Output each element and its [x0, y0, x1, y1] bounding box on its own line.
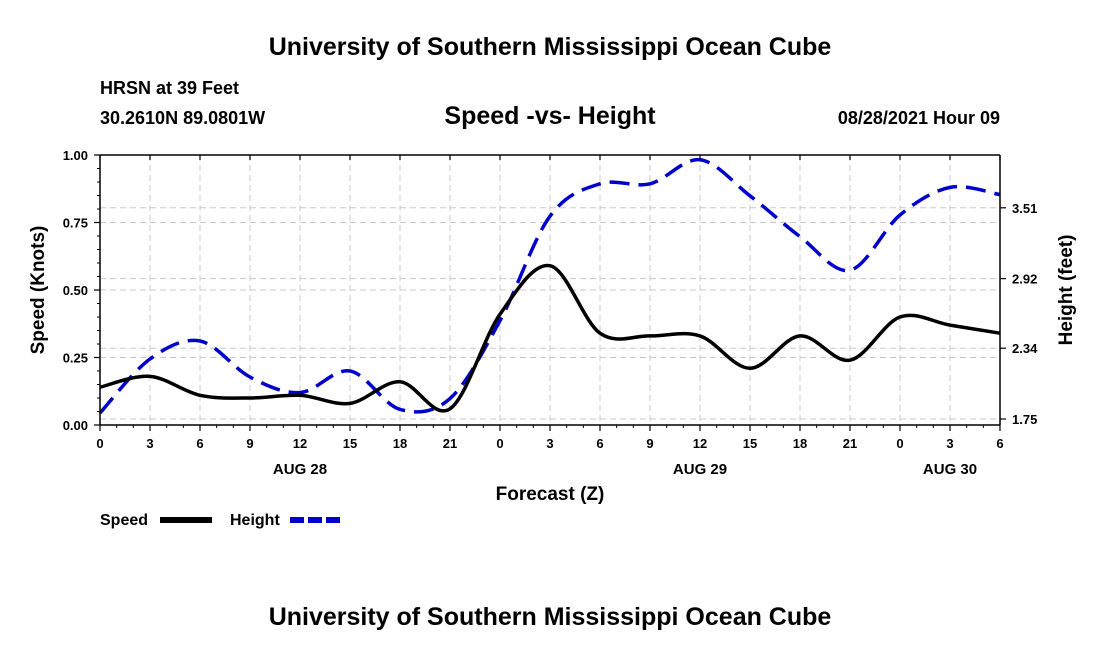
x-tick-label: 3 [946, 436, 953, 451]
day-label: AUG 29 [673, 461, 727, 478]
y2-tick-label: 1.75 [1012, 412, 1037, 427]
y-tick-label: 1.00 [63, 148, 88, 163]
x-tick-label: 21 [443, 436, 457, 451]
day-label: AUG 28 [273, 461, 327, 478]
x-tick-label: 0 [496, 436, 503, 451]
series-lines [98, 158, 1001, 415]
y2-tick-label: 2.34 [1012, 341, 1038, 356]
x-tick-label: 6 [196, 436, 203, 451]
station-coords: 30.2610N 89.0801W [100, 108, 265, 128]
page-title-bottom: University of Southern Mississippi Ocean… [269, 603, 832, 631]
x-tick-label: 18 [393, 436, 407, 451]
chart-title: Speed -vs- Height [444, 102, 656, 130]
grid-lines [100, 155, 1000, 425]
y2-tick-label: 2.92 [1012, 272, 1037, 287]
y-tick-label: 0.25 [63, 351, 88, 366]
y2-tick-label: 3.51 [1012, 201, 1037, 216]
x-tick-label: 12 [693, 436, 707, 451]
series-line-speed [99, 263, 1001, 413]
page-title-top: University of Southern Mississippi Ocean… [269, 33, 832, 61]
x-tick-label: 12 [293, 436, 307, 451]
x-tick-label: 9 [646, 436, 653, 451]
axes: 0 3 6 9 12 15 18 21 0 3 6 9 12 15 18 21 0 3 6 AUG 28 AUG 29 A… [63, 148, 1038, 478]
x-tick-label: 21 [843, 436, 857, 451]
x-tick-label: 9 [246, 436, 253, 451]
x-tick-label: 0 [896, 436, 903, 451]
station-label: HRSN at 39 Feet [100, 78, 239, 98]
y-tick-label: 0.75 [63, 216, 88, 231]
x-tick-label: 15 [743, 436, 757, 451]
x-tick-label: 3 [546, 436, 553, 451]
x-axis-title: Forecast (Z) [496, 484, 605, 505]
x-tick-label: 6 [996, 436, 1003, 451]
y2-axis-title: Height (feet) [1056, 235, 1077, 346]
x-tick-label: 6 [596, 436, 603, 451]
day-label: AUG 30 [923, 461, 977, 478]
x-tick-label: 3 [146, 436, 153, 451]
x-tick-label: 0 [96, 436, 103, 451]
y-tick-label: 0.00 [63, 418, 88, 433]
legend: Speed Height [100, 512, 342, 529]
y-axis-title: Speed (Knots) [28, 226, 49, 355]
series-line-height [98, 158, 1001, 415]
legend-height-label: Height [230, 512, 280, 529]
x-tick-label: 15 [343, 436, 357, 451]
y-tick-label: 0.50 [63, 283, 88, 298]
forecast-datetime: 08/28/2021 Hour 09 [838, 108, 1000, 128]
legend-speed-label: Speed [100, 512, 148, 529]
x-tick-label: 18 [793, 436, 807, 451]
